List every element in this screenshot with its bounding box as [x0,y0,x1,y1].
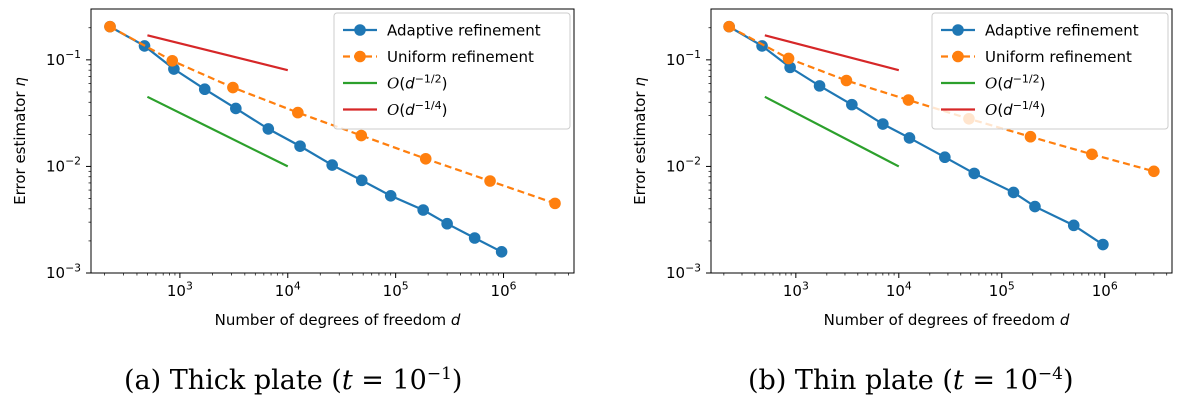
data-point [902,94,915,106]
legend-label: O(d−1/2) [985,73,1045,93]
x-tick-label: 105 [383,279,409,300]
data-point [549,197,561,210]
series-line-2 [146,95,289,168]
data-point [840,74,853,87]
legend-marker [952,24,964,36]
x-tick-label: 106 [1092,279,1118,300]
data-point [782,52,795,65]
data-point [355,129,368,142]
data-point [1024,130,1037,143]
series-line-2 [764,95,900,168]
data-point [292,106,304,119]
y-tick-label: 10−3 [46,261,81,282]
x-tick-label: 104 [275,279,301,300]
x-tick-label: 103 [783,279,809,300]
caption-b: (b) Thin plate (t = 10−4) [748,364,1074,396]
legend-box [931,12,1169,130]
data-point [227,81,239,94]
series-line-3 [764,34,900,72]
data-point [326,159,338,171]
legend-label: Uniform refinement [985,48,1132,66]
data-point [784,61,796,74]
x-axis-label: Number of degrees of freedom d [215,311,461,329]
x-tick-label: 103 [167,279,193,300]
axes-frame [710,8,1173,274]
data-point [1007,186,1020,199]
data-point [1067,219,1080,232]
legend-label: O(d−1/2) [387,73,447,93]
data-point [262,123,275,135]
data-point [877,118,889,130]
series-line-1 [109,25,556,205]
data-point [419,152,432,165]
legend: Adaptive refinement Uniform refinement O(d… [931,12,1169,130]
data-point [355,174,368,187]
legend-label: O(d−1/4) [387,99,447,119]
legend: Adaptive refinement Uniform refinement O(d… [333,12,571,130]
legend-box [333,12,571,130]
data-point [968,167,981,180]
data-point [441,217,453,230]
data-point [1148,165,1160,178]
legend-marker [354,50,366,63]
data-point [1097,238,1109,251]
axes-frame [90,8,575,274]
data-point [846,98,858,111]
y-tick-label: 10−1 [46,48,81,69]
data-point [1086,148,1098,161]
data-point [756,40,768,52]
data-point [1029,200,1041,213]
legend-label: Adaptive refinement [387,22,541,40]
data-point [384,190,397,202]
data-point [104,20,116,33]
caption-a: (a) Thick plate (t = 10−1) [124,364,463,396]
data-point [723,20,735,33]
data-point [294,140,306,152]
legend-marker [952,50,964,63]
data-point [198,83,211,96]
y-axis-label: Error estimator η [11,77,29,205]
x-tick-label: 105 [989,279,1015,300]
x-axis-label: Number of degrees of freedom d [824,311,1070,329]
data-point [166,54,179,67]
legend-marker [354,24,366,36]
data-point [939,151,951,164]
y-axis-label: Error estimator η [631,77,649,205]
x-tick-label: 104 [886,279,912,300]
data-point [903,132,916,144]
series-line-3 [147,34,289,72]
data-point [484,175,496,187]
data-point [813,80,826,92]
y-tick-label: 10−2 [46,155,81,176]
legend-label: O(d−1/4) [985,99,1045,119]
data-point [230,102,242,115]
data-point [417,204,429,216]
x-tick-label: 106 [491,279,517,300]
data-point [468,232,481,244]
plot-area [104,20,561,258]
y-tick-label: 10−3 [666,261,701,282]
plot-area [723,20,1160,251]
legend-label: Uniform refinement [387,48,534,66]
y-tick-label: 10−2 [666,155,701,176]
chart-panel-a: 103 104 105 106 10−3 10−2 10−1 Number of degree… [11,8,575,329]
legend-label: Adaptive refinement [985,22,1139,40]
y-tick-label: 10−1 [666,48,701,69]
chart-panel-b: 103 104 105 106 10−3 10−2 10−1 Number of degree… [631,8,1173,329]
data-point [495,246,508,258]
